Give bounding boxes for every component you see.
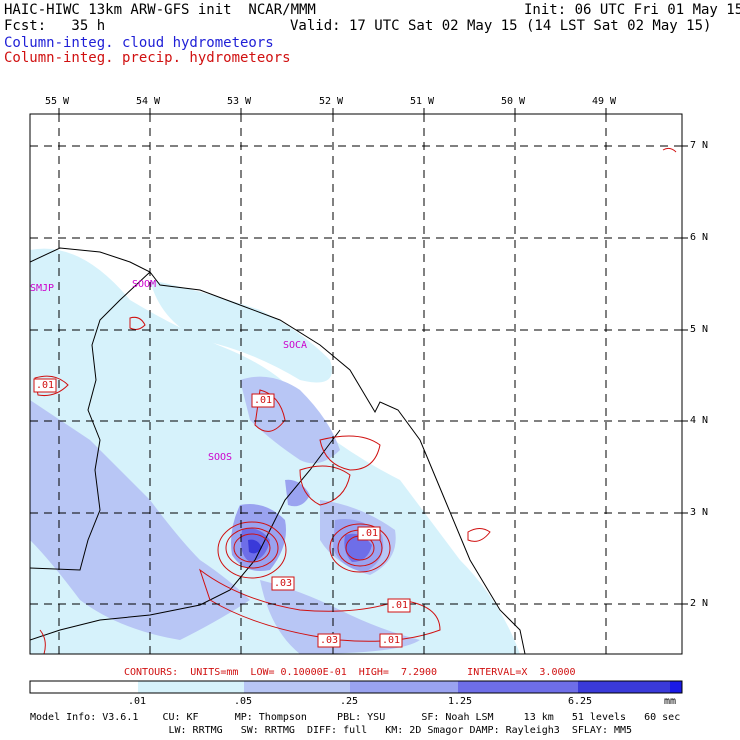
forecast-hour: Fcst: 35 h	[4, 18, 106, 34]
latlon-grid	[30, 114, 682, 654]
lat-label: 5 N	[690, 324, 709, 335]
colorbar-cell	[244, 681, 350, 693]
contour-label: .01	[390, 600, 409, 611]
colorbar-tick: 1.25	[448, 696, 473, 707]
station-label: SOOM	[132, 279, 157, 290]
contour-label: .03	[320, 635, 339, 646]
model-info-line1: Model Info: V3.6.1 CU: KF MP: Thompson P…	[30, 712, 681, 723]
lon-label: 49 W	[592, 96, 617, 107]
lat-label: 7 N	[690, 140, 709, 151]
lat-label: 3 N	[690, 507, 709, 518]
station-label: SOOS	[208, 452, 233, 463]
contour-label: .03	[274, 578, 293, 589]
lon-label: 54 W	[136, 96, 161, 107]
lon-label: 55 W	[45, 96, 70, 107]
colorbar-tick: 6.25	[568, 696, 593, 707]
model-info-line2: LW: RRTMG SW: RRTMG DIFF: full KM: 2D Sm…	[30, 725, 633, 736]
model-title: HAIC-HIWC 13km ARW-GFS init NCAR/MMM	[4, 2, 316, 18]
field-cloud-label: Column-integ. cloud hydrometeors	[4, 35, 274, 51]
colorbar-tick: .25	[340, 696, 359, 707]
colorbar-cell	[578, 681, 670, 693]
colorbar-unit: mm	[664, 696, 677, 707]
station-label: SMJP	[30, 283, 55, 294]
lon-label: 51 W	[410, 96, 435, 107]
precip-contours	[34, 147, 677, 654]
contour-label: .01	[254, 395, 273, 406]
axis-ticks	[58, 108, 688, 605]
colorbar-cell	[30, 681, 138, 693]
init-time: Init: 06 UTC Fri 01 May 15	[524, 2, 740, 18]
contour-label: .01	[360, 528, 379, 539]
lat-label: 2 N	[690, 598, 709, 609]
lon-label: 52 W	[319, 96, 344, 107]
contour-label: .01	[36, 380, 55, 391]
border-line	[30, 429, 341, 641]
colorbar-tick: .01	[128, 696, 147, 707]
colorbar-cell	[138, 681, 244, 693]
colorbar-frame	[29, 680, 683, 694]
field-precip-label: Column-integ. precip. hydrometeors	[4, 50, 291, 66]
contour-label-boxes	[33, 378, 411, 648]
lon-label: 53 W	[227, 96, 252, 107]
contour-info: CONTOURS: UNITS=mm LOW= 0.10000E-01 HIGH…	[124, 667, 576, 678]
valid-time: Valid: 17 UTC Sat 02 May 15 (14 LST Sat …	[290, 18, 712, 34]
colorbar-cell	[350, 681, 458, 693]
colorbar-tick: .05	[234, 696, 253, 707]
lon-label: 50 W	[501, 96, 526, 107]
border-line	[30, 271, 151, 571]
map-frame	[29, 113, 683, 655]
coastline	[30, 247, 526, 654]
contour-label: .01	[382, 635, 401, 646]
lat-label: 4 N	[690, 415, 709, 426]
colorbar-cell	[458, 681, 578, 693]
station-label: SOCA	[283, 340, 308, 351]
colorbar-cell	[670, 681, 682, 693]
lat-label: 6 N	[690, 232, 709, 243]
